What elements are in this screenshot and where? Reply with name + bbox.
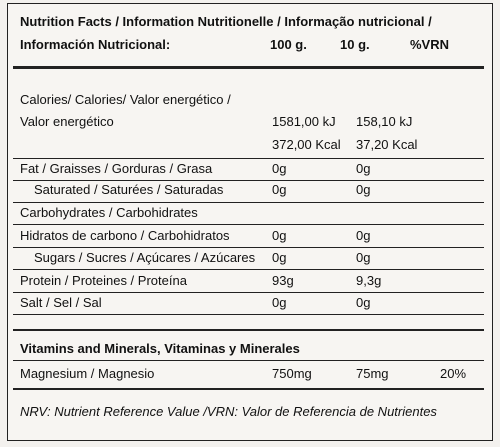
row-label: Magnesium / Magnesio [20,366,155,381]
row-label: Calories/ Calories/ Valor energético / [20,92,231,107]
rule [13,66,484,69]
value-10g: 0g [356,250,371,265]
column-header: 100 g. [270,37,307,52]
value-10g: 37,20 Kcal [356,137,418,152]
rule [13,180,484,181]
value-10g: 0g [356,295,371,310]
value-100g: 0g [272,182,287,197]
value-100g: 0g [272,161,287,176]
value-100g: 93g [272,273,294,288]
value-10g: 0g [356,228,371,243]
row-label: Carbohydrates / Carbohidrates [20,205,198,220]
row-label: Protein / Proteines / Proteína [20,273,187,288]
value-100g: 0g [272,295,287,310]
rule [13,314,484,315]
rule [13,158,484,159]
row-label: Fat / Graisses / Gorduras / Grasa [20,161,213,176]
value-100g: 750mg [272,366,312,381]
column-header: %VRN [410,37,450,52]
row-label: Saturated / Saturées / Saturadas [34,182,224,197]
section-title: Vitamins and Minerals, Vitaminas y Miner… [20,341,300,356]
row-label: Valor energético [20,114,114,129]
value-100g: 1581,00 kJ [272,114,336,129]
row-label: Salt / Sel / Sal [20,295,102,310]
label-box [7,3,493,441]
title: Nutrition Facts / Information Nutritione… [20,14,432,29]
row-label: Sugars / Sucres / Açúcares / Azúcares [34,250,256,265]
footnote: NRV: Nutrient Reference Value /VRN: Valo… [20,404,437,419]
value-10g: 75mg [356,366,389,381]
column-header: 10 g. [340,37,370,52]
rule [13,224,484,225]
value-vrn: 20% [440,366,467,381]
rule [13,388,484,390]
rule [13,202,484,203]
value-10g: 0g [356,182,371,197]
value-10g: 9,3g [356,273,382,288]
value-100g: 0g [272,250,287,265]
value-100g: 0g [272,228,287,243]
rule [13,329,484,331]
value-100g: 372,00 Kcal [272,137,341,152]
value-10g: 0g [356,161,371,176]
rule [13,360,484,361]
title: Información Nutricional: [20,37,171,52]
rule [13,247,484,248]
value-10g: 158,10 kJ [356,114,413,129]
rule [13,292,484,293]
row-label: Hidratos de carbono / Carbohidratos [20,228,230,243]
rule [13,269,484,270]
